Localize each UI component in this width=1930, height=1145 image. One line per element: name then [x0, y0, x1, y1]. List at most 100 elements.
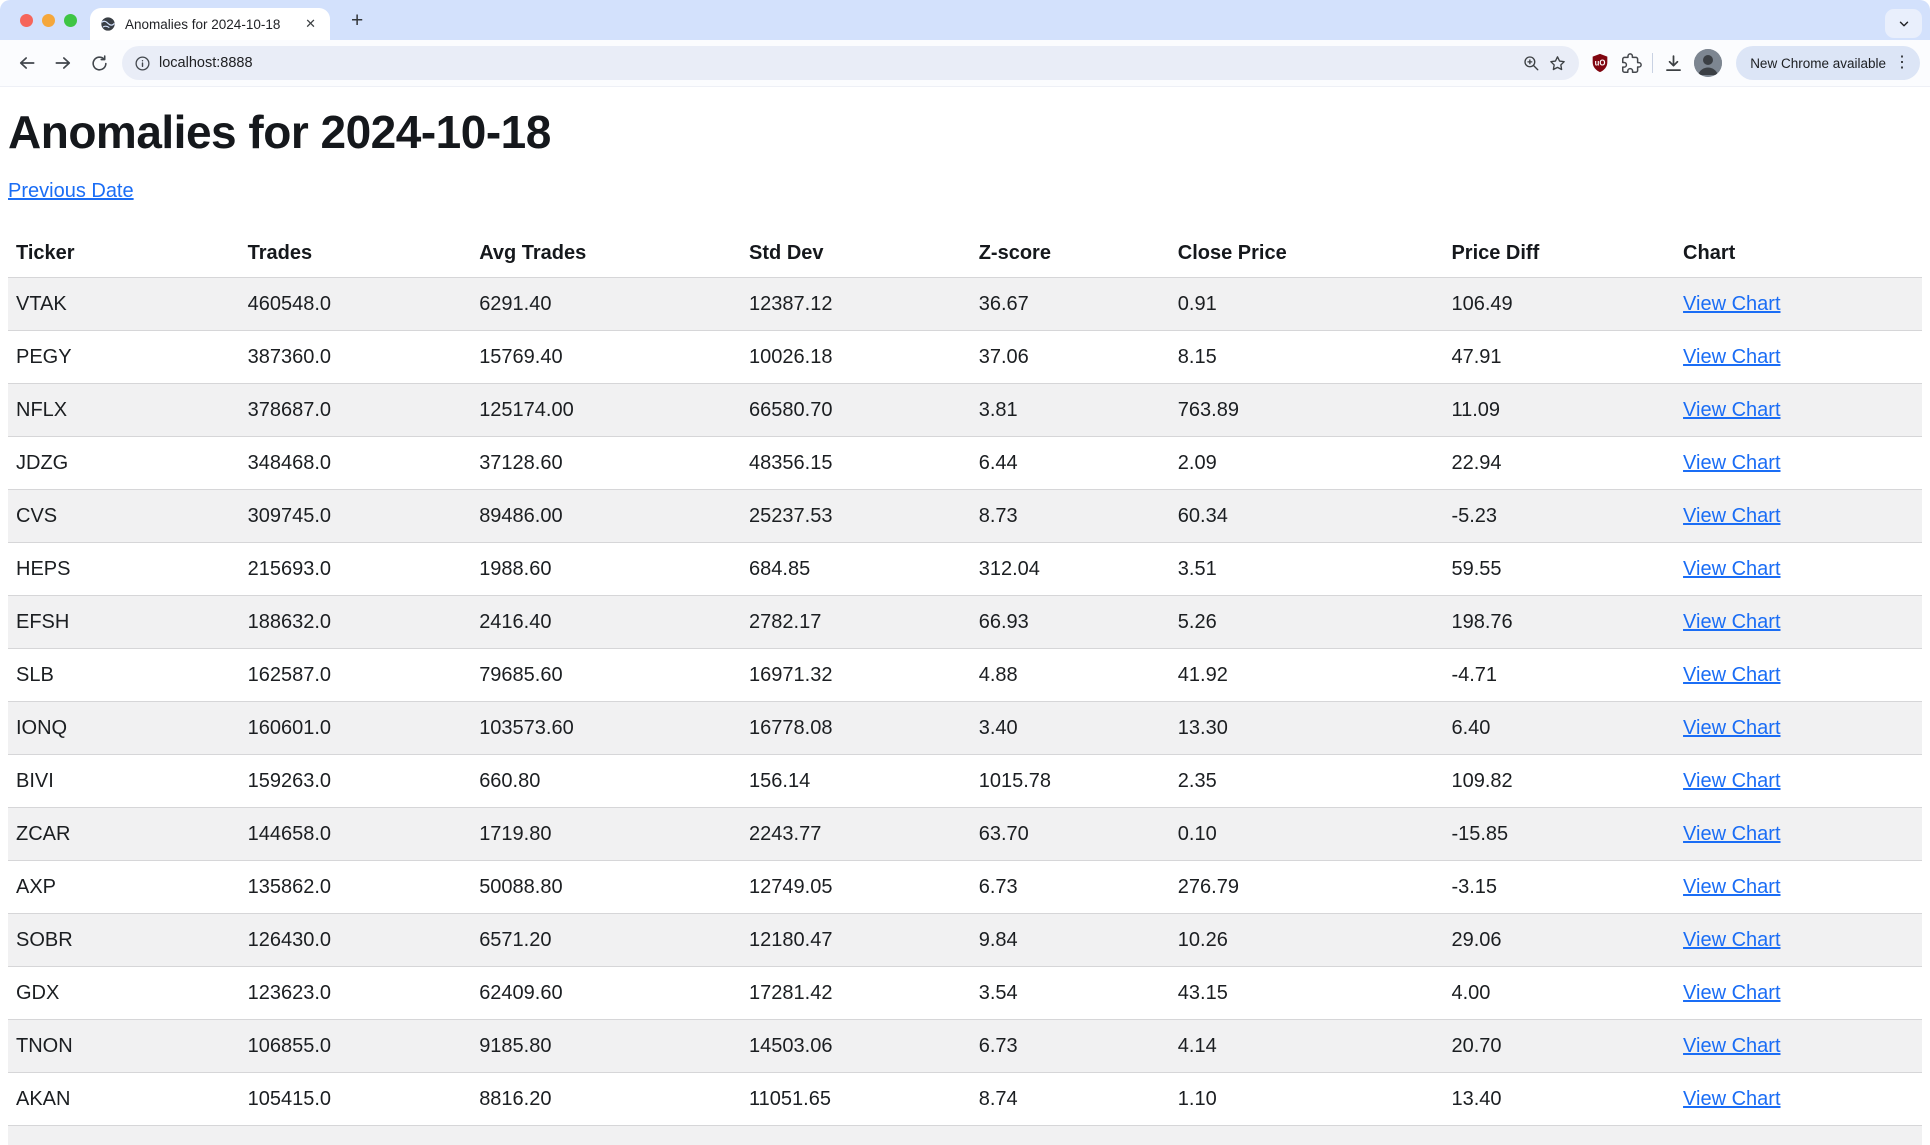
cell-chart: View Chart — [1675, 595, 1922, 649]
previous-date-link[interactable]: Previous Date — [8, 180, 134, 202]
view-chart-link[interactable]: View Chart — [1683, 293, 1781, 315]
cell-close-price: 4.14 — [1169, 1019, 1444, 1073]
tab-close-icon[interactable]: ✕ — [305, 16, 316, 31]
profile-avatar[interactable] — [1694, 49, 1723, 77]
table-row: NFLX 378687.0 125174.00 66580.70 3.81 76… — [8, 383, 1922, 437]
cell-std-dev: 2243.77 — [741, 807, 971, 861]
view-chart-link[interactable]: View Chart — [1683, 929, 1781, 951]
view-chart-link[interactable]: View Chart — [1683, 876, 1781, 898]
view-chart-link[interactable]: View Chart — [1683, 1088, 1781, 1110]
column-header: Trades — [247, 242, 313, 264]
info-icon[interactable] — [134, 55, 151, 72]
cell-chart: View Chart — [1675, 330, 1922, 384]
tab-search-button[interactable] — [1885, 9, 1922, 38]
back-button[interactable] — [10, 46, 44, 80]
cell-price-diff: 20.70 — [1443, 1019, 1676, 1073]
cell-std-dev: 12749.05 — [741, 860, 971, 914]
cell-z-score: 63.70 — [970, 807, 1170, 861]
cell-chart: View Chart — [1675, 436, 1922, 490]
close-window-button[interactable] — [20, 14, 33, 27]
cell-z-score: 3.81 — [970, 383, 1170, 437]
cell-trades: 105415.0 — [239, 1072, 472, 1126]
cell-price-diff: 22.94 — [1443, 436, 1676, 490]
tab-strip: Anomalies for 2024-10-18 ✕ + — [0, 0, 1930, 40]
cell-avg-trades: 2416.40 — [471, 595, 742, 649]
cell-z-score: 6.73 — [970, 1019, 1170, 1073]
view-chart-link[interactable]: View Chart — [1683, 717, 1781, 739]
zoom-magnifier-icon[interactable] — [1522, 54, 1540, 72]
browser-menu-icon[interactable]: ⋮ — [1894, 54, 1910, 71]
cell-price-diff: -4.71 — [1443, 648, 1676, 702]
cell-trades: 387360.0 — [239, 330, 472, 384]
view-chart-link[interactable]: View Chart — [1683, 664, 1781, 686]
cell-ticker: NFLX — [8, 383, 240, 437]
cell-ticker: AXP — [8, 860, 240, 914]
ublock-shield-icon[interactable]: uO — [1589, 52, 1611, 74]
cell-price-diff: -3.15 — [1443, 860, 1676, 914]
cell-trades: 123623.0 — [239, 966, 472, 1020]
update-chrome-button[interactable]: New Chrome available ⋮ — [1736, 46, 1920, 80]
cell-std-dev: 11051.65 — [741, 1072, 971, 1126]
table-row: VTAK 460548.0 6291.40 12387.12 36.67 0.9… — [8, 277, 1922, 331]
table-row: SLB 162587.0 79685.60 16971.32 4.88 41.9… — [8, 648, 1922, 702]
cell-chart: View Chart — [1675, 860, 1922, 914]
cell-ticker: BIVI — [8, 754, 240, 808]
cell-price-diff: 109.82 — [1443, 754, 1676, 808]
browser-tab[interactable]: Anomalies for 2024-10-18 ✕ — [90, 8, 330, 40]
view-chart-link[interactable]: View Chart — [1683, 558, 1781, 580]
star-icon[interactable] — [1548, 54, 1567, 73]
cell-trades: 144658.0 — [239, 807, 472, 861]
table-row: HEPS 215693.0 1988.60 684.85 312.04 3.51… — [8, 542, 1922, 596]
tab-title: Anomalies for 2024-10-18 — [125, 16, 281, 32]
cell-empty — [8, 1125, 240, 1145]
forward-button[interactable] — [46, 46, 80, 80]
cell-trades: 378687.0 — [239, 383, 472, 437]
view-chart-link[interactable]: View Chart — [1683, 505, 1781, 527]
reload-icon — [90, 54, 109, 73]
view-chart-link[interactable]: View Chart — [1683, 1035, 1781, 1057]
cell-trades: 348468.0 — [239, 436, 472, 490]
view-chart-link[interactable]: View Chart — [1683, 823, 1781, 845]
chevron-down-icon — [1897, 17, 1911, 31]
cell-close-price: 276.79 — [1169, 860, 1444, 914]
cell-chart: View Chart — [1675, 701, 1922, 755]
page-title: Anomalies for 2024-10-18 — [8, 106, 551, 158]
view-chart-link[interactable]: View Chart — [1683, 770, 1781, 792]
table-row: GDX 123623.0 62409.60 17281.42 3.54 43.1… — [8, 966, 1922, 1020]
cell-chart: View Chart — [1675, 807, 1922, 861]
minimize-window-button[interactable] — [42, 14, 55, 27]
cell-avg-trades: 6571.20 — [471, 913, 742, 967]
reload-button[interactable] — [82, 46, 116, 80]
cell-avg-trades: 1988.60 — [471, 542, 742, 596]
view-chart-link[interactable]: View Chart — [1683, 346, 1781, 368]
zoom-window-button[interactable] — [64, 14, 77, 27]
globe-icon — [100, 16, 116, 32]
cell-close-price: 3.51 — [1169, 542, 1444, 596]
cell-z-score: 9.84 — [970, 913, 1170, 967]
cell-chart: View Chart — [1675, 542, 1922, 596]
back-arrow-icon — [17, 53, 37, 73]
cell-avg-trades: 6291.40 — [471, 277, 742, 331]
cell-trades: 309745.0 — [239, 489, 472, 543]
cell-z-score: 3.40 — [970, 701, 1170, 755]
table-row: JDZG 348468.0 37128.60 48356.15 6.44 2.0… — [8, 436, 1922, 490]
address-bar[interactable]: localhost:8888 — [122, 46, 1580, 80]
view-chart-link[interactable]: View Chart — [1683, 982, 1781, 1004]
cell-close-price: 13.30 — [1169, 701, 1444, 755]
view-chart-link[interactable]: View Chart — [1683, 452, 1781, 474]
cell-std-dev: 2782.17 — [741, 595, 971, 649]
extensions-puzzle-icon[interactable] — [1621, 52, 1643, 74]
download-icon[interactable] — [1663, 53, 1684, 74]
view-chart-link[interactable]: View Chart — [1683, 399, 1781, 421]
view-chart-link[interactable]: View Chart — [1683, 611, 1781, 633]
cell-ticker: GDX — [8, 966, 240, 1020]
table-row-partial — [8, 1125, 1922, 1145]
cell-close-price: 1.10 — [1169, 1072, 1444, 1126]
cell-std-dev: 16778.08 — [741, 701, 971, 755]
cell-std-dev: 66580.70 — [741, 383, 971, 437]
cell-trades: 215693.0 — [239, 542, 472, 596]
url-text[interactable]: localhost:8888 — [159, 55, 253, 71]
new-tab-button[interactable]: + — [351, 9, 364, 32]
cell-avg-trades: 15769.40 — [471, 330, 742, 384]
